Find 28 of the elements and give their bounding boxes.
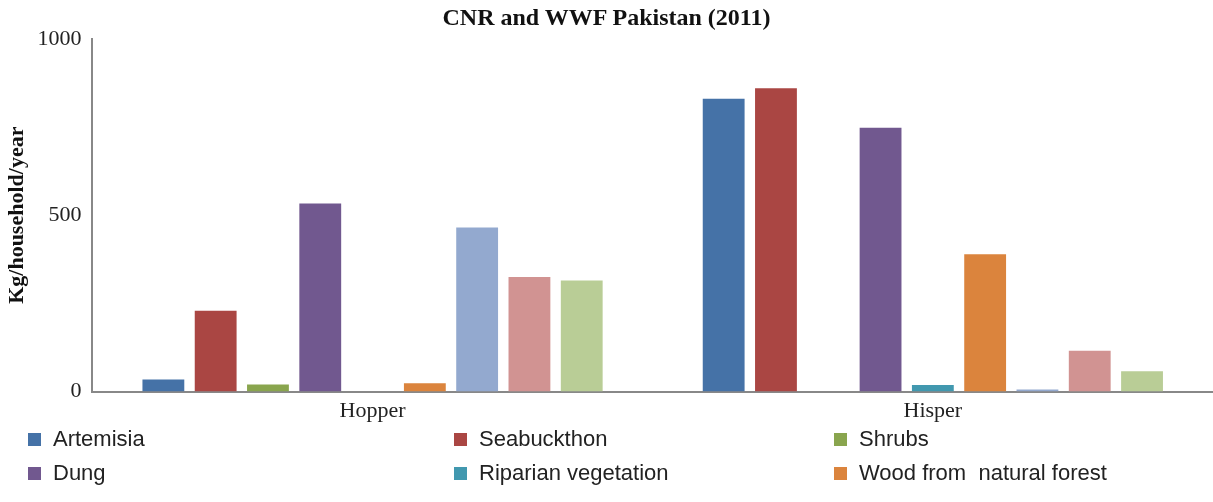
bar [1068,350,1111,392]
legend-label: Shrubs [859,426,929,452]
bar [508,276,551,392]
bar [194,310,237,392]
bar [403,383,446,392]
y-tick-label: 500 [48,200,82,226]
y-tick-label: 0 [70,377,82,403]
bar [964,254,1007,392]
bar [560,280,603,392]
bar [299,203,342,392]
bar [1016,389,1059,392]
x-tick-label: Hisper [903,396,963,422]
bar [702,98,745,392]
bar [1121,371,1163,392]
legend-label: Dung [53,460,106,486]
legend-label: Riparian vegetation [479,460,669,486]
legend-label: Wood from natural forest [859,460,1107,486]
bar [859,127,902,392]
x-tick-label: Hopper [339,396,407,422]
y-axis-title: Kg/household/year [2,126,28,304]
legend-label: Seabuckthon [479,426,608,452]
legend-label: Artemisia [53,426,145,452]
chart-title: CNR and WWF Pakistan (2011) [442,3,771,30]
bar [142,379,185,392]
bar [456,227,499,392]
bar [755,88,797,392]
y-tick-label: 1000 [37,24,82,50]
bar [911,384,954,392]
